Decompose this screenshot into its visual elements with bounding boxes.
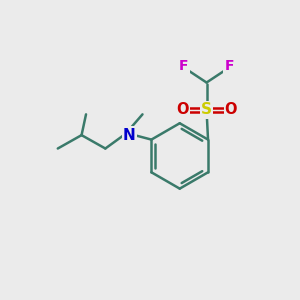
Text: O: O — [225, 102, 237, 117]
Text: N: N — [123, 128, 136, 142]
Text: S: S — [201, 102, 212, 117]
Text: O: O — [176, 102, 188, 117]
Text: F: F — [224, 59, 234, 73]
Text: F: F — [179, 59, 189, 73]
